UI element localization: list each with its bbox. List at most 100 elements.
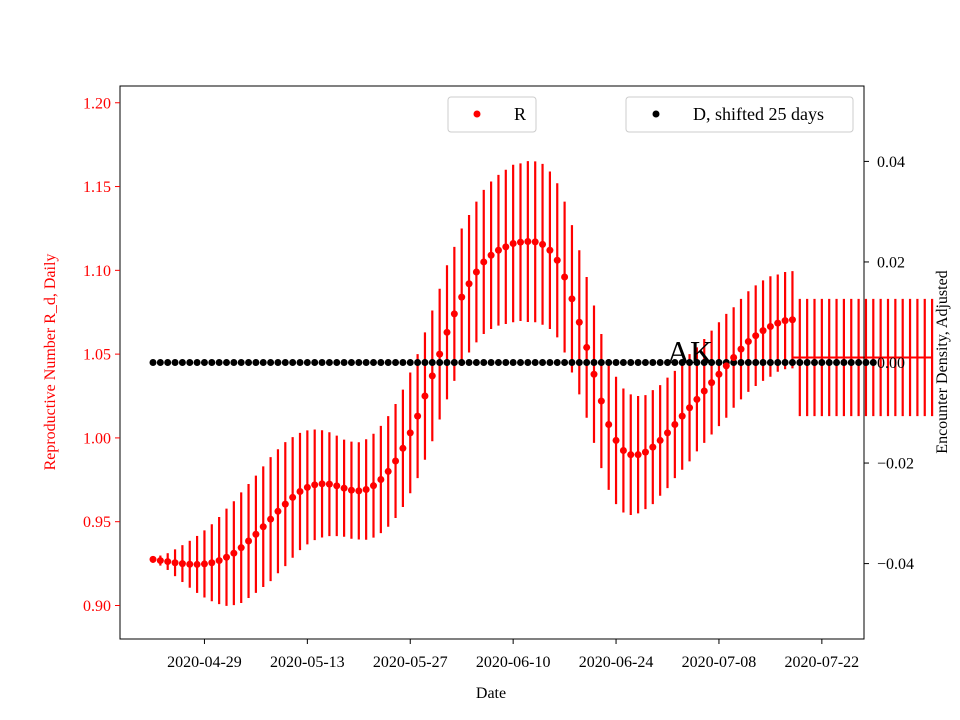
r-point — [156, 557, 164, 565]
r-point — [303, 483, 311, 491]
d-point — [377, 359, 385, 366]
r-point — [561, 273, 569, 281]
d-point — [428, 359, 436, 366]
y-left-tick-label: 0.90 — [83, 598, 111, 615]
r-point — [252, 530, 260, 538]
d-point — [208, 359, 216, 366]
r-point — [649, 443, 657, 451]
r-point — [406, 429, 414, 437]
r-point — [428, 372, 436, 380]
r-point — [193, 560, 201, 568]
d-point — [274, 359, 282, 366]
d-point — [744, 359, 752, 366]
d-point — [399, 359, 407, 366]
d-point — [149, 359, 157, 366]
r-point — [230, 549, 238, 557]
d-point — [311, 359, 319, 366]
d-point — [855, 359, 863, 366]
r-point — [178, 560, 186, 568]
d-point — [186, 359, 194, 366]
d-point — [597, 359, 605, 366]
r-point — [333, 482, 341, 490]
legend-r: R — [447, 96, 537, 133]
d-point — [803, 359, 811, 366]
d-point — [752, 359, 760, 366]
r-point — [472, 268, 480, 276]
r-point — [267, 515, 275, 523]
d-point — [171, 359, 179, 366]
r-point — [627, 451, 635, 459]
d-point — [664, 359, 671, 366]
x-tick-label: 2020-06-24 — [579, 654, 654, 671]
d-point — [406, 359, 414, 366]
y-left-tick-label: 1.20 — [83, 95, 111, 112]
r-point — [171, 559, 179, 567]
r-point — [186, 560, 194, 568]
d-point — [421, 359, 429, 366]
d-point — [715, 359, 723, 366]
d-point — [458, 359, 466, 366]
d-point — [678, 359, 686, 366]
y-right-tick-label: −0.04 — [877, 556, 914, 573]
r-point — [200, 560, 208, 568]
r-point — [458, 293, 466, 301]
r-point — [656, 436, 664, 444]
d-point — [252, 359, 260, 366]
x-tick-label: 2020-05-13 — [270, 654, 345, 671]
d-series — [149, 359, 877, 366]
d-point — [619, 359, 627, 366]
d-point — [443, 359, 451, 366]
r-point — [164, 558, 172, 566]
d-point — [509, 359, 517, 366]
r-point — [774, 319, 782, 327]
r-point — [362, 486, 370, 494]
x-tick-label: 2020-05-27 — [373, 654, 448, 671]
d-point — [392, 359, 400, 366]
r-point — [245, 537, 253, 545]
r-point — [296, 488, 304, 496]
r-point — [502, 243, 510, 251]
r-point — [399, 444, 407, 452]
d-point — [325, 359, 333, 366]
r-point — [700, 387, 708, 395]
x-tick-label: 2020-07-08 — [682, 654, 757, 671]
d-point — [502, 359, 510, 366]
r-point — [619, 446, 627, 454]
d-point — [384, 359, 392, 366]
r-point — [289, 493, 297, 501]
d-point — [737, 359, 745, 366]
r-point — [568, 295, 576, 303]
d-point — [450, 359, 458, 366]
d-point — [759, 359, 767, 366]
r-point — [340, 484, 348, 492]
d-point — [333, 359, 341, 366]
d-point — [465, 359, 473, 366]
r-point — [443, 328, 451, 336]
r-point — [274, 507, 282, 515]
r-point — [531, 238, 539, 246]
r-point — [384, 467, 392, 475]
d-point — [590, 359, 598, 366]
d-point — [869, 359, 877, 366]
x-tick-label: 2020-07-22 — [785, 654, 860, 671]
d-point — [524, 359, 532, 366]
r-point — [259, 523, 267, 531]
r-point — [730, 353, 738, 361]
d-point — [730, 359, 738, 366]
d-point — [193, 359, 201, 366]
d-point — [708, 359, 716, 366]
r-point — [487, 251, 495, 259]
r-point — [715, 370, 723, 378]
r-point — [539, 240, 547, 248]
d-point — [237, 359, 245, 366]
r-point — [575, 318, 583, 326]
r-point — [208, 559, 216, 567]
d-point — [164, 359, 172, 366]
d-point — [230, 359, 238, 366]
d-point — [414, 359, 422, 366]
d-point — [811, 359, 818, 366]
r-point — [355, 487, 363, 495]
r-point — [641, 448, 649, 456]
r-point — [347, 486, 355, 494]
y-left-axis-label: Reproductive Number R_d, Daily — [42, 254, 59, 471]
